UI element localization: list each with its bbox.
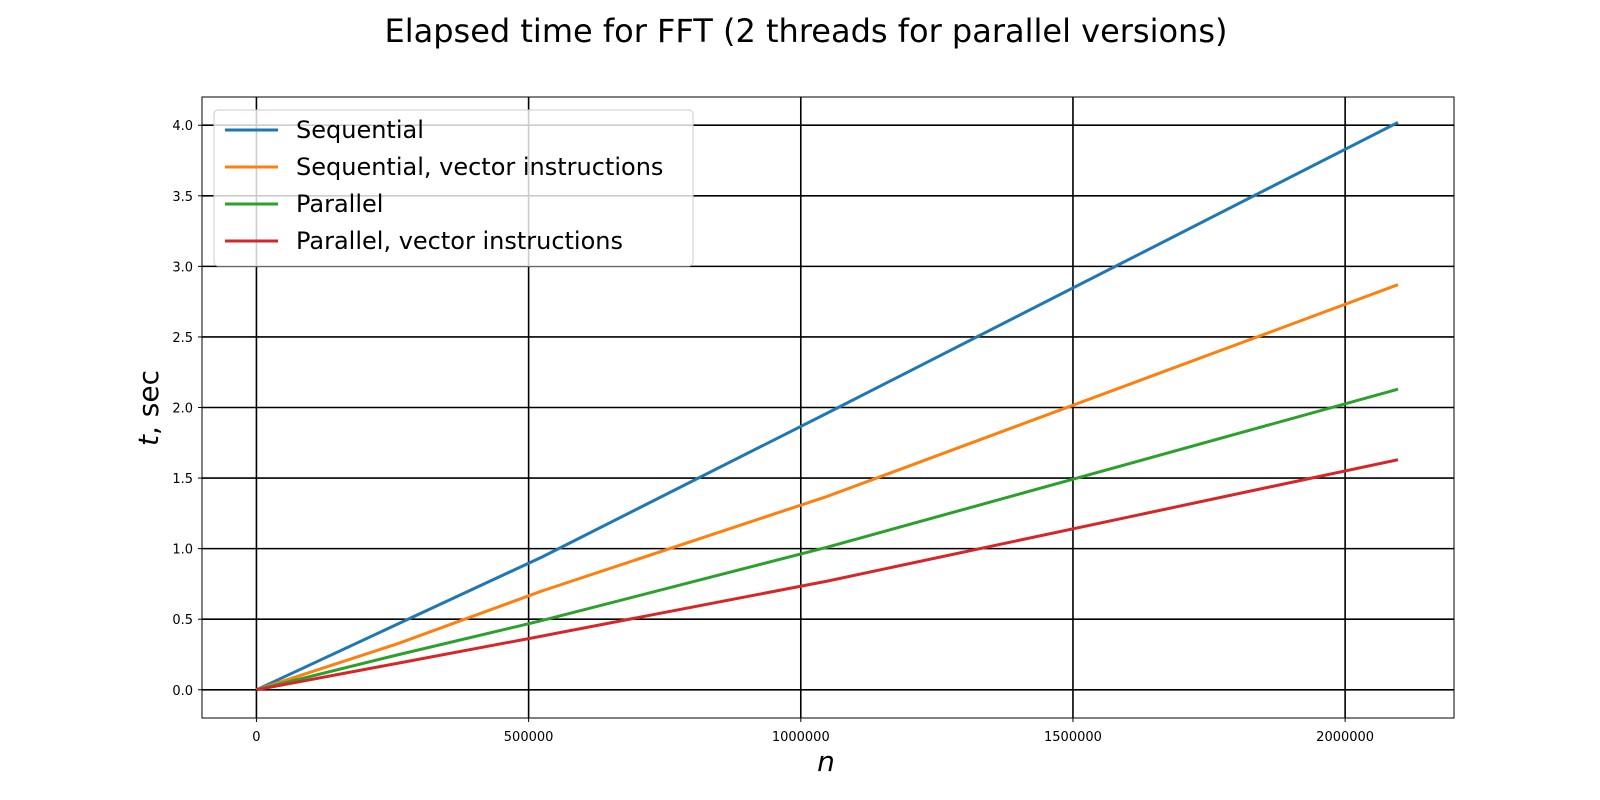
y-tick-label: 0.0 bbox=[172, 684, 193, 699]
y-tick-label: 1.5 bbox=[172, 472, 193, 487]
series-line-3 bbox=[256, 387, 1399, 692]
legend: Sequential Sequential, vector instruction… bbox=[213, 109, 694, 267]
legend-label: Sequential bbox=[296, 116, 424, 144]
y-tick-label: 3.5 bbox=[172, 190, 193, 205]
y-tick-label: 4.0 bbox=[172, 119, 193, 134]
chart-title: Elapsed time for FFT (2 threads for para… bbox=[385, 12, 1228, 50]
legend-box bbox=[213, 109, 694, 267]
legend-label: Sequential, vector instructions bbox=[296, 153, 663, 181]
y-tick-label: 0.5 bbox=[172, 613, 193, 628]
y-tick-label: 3.0 bbox=[172, 260, 193, 275]
series-line-1 bbox=[255, 121, 1399, 692]
legend-label: Parallel, vector instructions bbox=[296, 227, 623, 255]
x-tick-label: 2000000 bbox=[1316, 730, 1374, 745]
y-tick-label: 2.5 bbox=[172, 331, 193, 346]
x-tick-label: 1500000 bbox=[1044, 730, 1102, 745]
y-axis-label-unit: , sec bbox=[132, 370, 165, 435]
x-axis-label: n bbox=[817, 745, 835, 778]
x-tick-label: 500000 bbox=[504, 730, 554, 745]
y-axis-label: t, sec bbox=[132, 370, 165, 446]
series-line-2 bbox=[255, 283, 1399, 692]
y-tick-label: 2.0 bbox=[172, 402, 193, 417]
x-tick-label: 0 bbox=[252, 730, 260, 745]
x-tick-label: 1000000 bbox=[772, 730, 830, 745]
legend-label: Parallel bbox=[296, 190, 383, 218]
y-axis-label-var: t bbox=[132, 434, 165, 446]
series-line-4 bbox=[256, 458, 1399, 692]
y-tick-label: 1.0 bbox=[172, 543, 193, 558]
